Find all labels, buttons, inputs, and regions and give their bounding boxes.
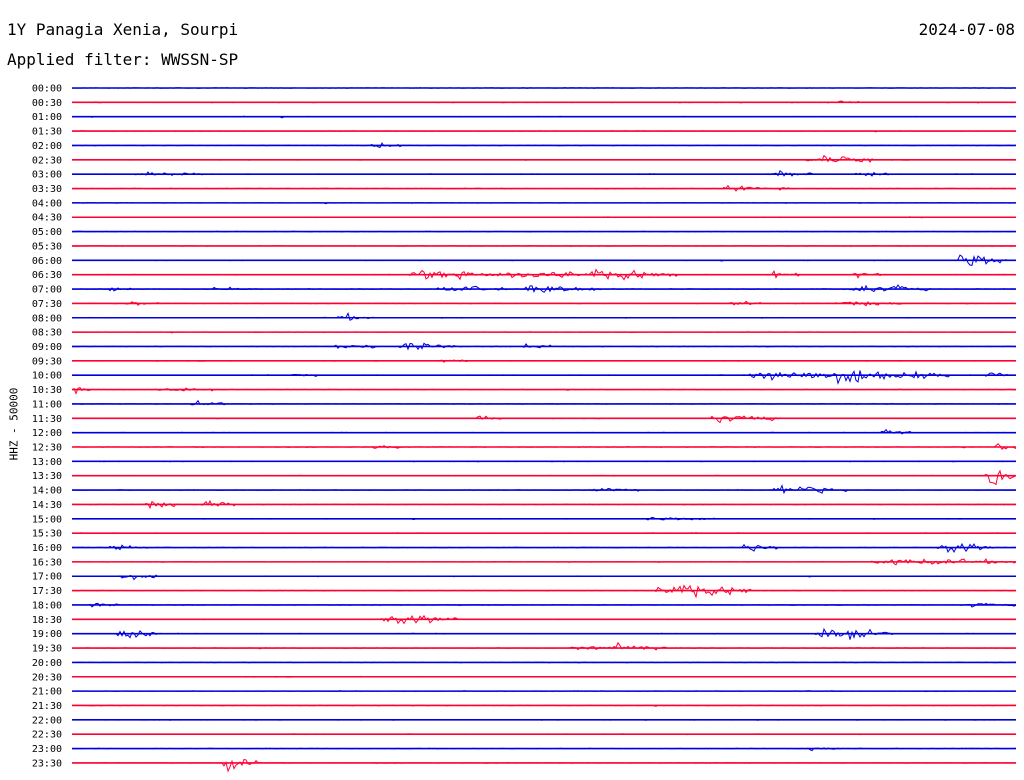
trace-row-1030 (71, 387, 1017, 395)
trace-row-0230 (72, 154, 1017, 164)
time-label-0730: 07:30 (32, 299, 62, 310)
time-label-0530: 05:30 (32, 241, 62, 252)
seismic-traces (71, 87, 1017, 773)
time-axis-labels: 00:00 00:30 01:00 01:30 02:00 02:30 03:00 03:30… (32, 84, 62, 770)
time-label-0700: 07:00 (32, 285, 62, 296)
time-label-0300: 03:00 (32, 170, 62, 181)
time-label-0800: 08:00 (32, 313, 62, 324)
trace-row-1330 (71, 469, 1017, 486)
time-label-1000: 10:00 (32, 371, 62, 382)
time-label-2200: 22:00 (32, 715, 62, 726)
time-label-2300: 23:00 (32, 744, 62, 755)
trace-row-2330 (71, 758, 1017, 773)
trace-row-1130 (71, 415, 1017, 424)
time-label-0030: 00:30 (32, 98, 62, 109)
time-label-1530: 15:30 (32, 529, 62, 540)
time-label-1030: 10:30 (32, 385, 62, 396)
time-label-1800: 18:00 (32, 600, 62, 611)
time-label-0430: 04:30 (32, 213, 62, 224)
time-label-2030: 20:30 (32, 672, 62, 683)
time-label-2330: 23:30 (32, 758, 62, 769)
time-label-2000: 20:00 (32, 658, 62, 669)
time-label-0200: 02:00 (32, 141, 62, 152)
time-label-1500: 15:00 (32, 514, 62, 525)
time-label-1430: 14:30 (32, 500, 62, 511)
time-label-0400: 04:00 (32, 198, 62, 209)
time-label-1400: 14:00 (32, 486, 62, 497)
time-label-0900: 09:00 (32, 342, 62, 353)
time-label-0130: 01:30 (32, 127, 62, 138)
time-label-0230: 02:30 (32, 155, 62, 166)
trace-row-0800 (71, 312, 1017, 321)
station-title: 1Y Panagia Xenia, Sourpi (7, 20, 239, 39)
time-label-1700: 17:00 (32, 572, 62, 583)
time-label-1300: 13:00 (32, 457, 62, 468)
time-label-0630: 06:30 (32, 270, 62, 281)
time-label-1900: 19:00 (32, 629, 62, 640)
time-label-1830: 18:30 (32, 615, 62, 626)
time-label-0830: 08:30 (32, 328, 62, 339)
time-label-1600: 16:00 (32, 543, 62, 554)
date-label: 2024-07-08 (918, 20, 1015, 39)
trace-row-1000 (71, 370, 1017, 385)
time-label-0600: 06:00 (32, 256, 62, 267)
time-label-0000: 00:00 (32, 84, 62, 95)
time-label-2230: 22:30 (32, 730, 62, 741)
trace-row-0700 (72, 284, 1017, 293)
time-label-0930: 09:30 (32, 356, 62, 367)
time-label-0500: 05:00 (32, 227, 62, 238)
time-label-1330: 13:30 (32, 471, 62, 482)
time-label-0100: 01:00 (32, 112, 62, 123)
time-label-1730: 17:30 (32, 586, 62, 597)
time-label-2130: 21:30 (32, 701, 62, 712)
time-label-2100: 21:00 (32, 687, 62, 698)
time-label-1230: 12:30 (32, 443, 62, 454)
time-label-1930: 19:30 (32, 644, 62, 655)
time-label-1130: 11:30 (32, 414, 62, 425)
time-label-1200: 12:00 (32, 428, 62, 439)
time-label-1630: 16:30 (32, 557, 62, 568)
filter-label: Applied filter: WWSSN-SP (7, 50, 239, 69)
time-label-1100: 11:00 (32, 399, 62, 410)
time-label-0330: 03:30 (32, 184, 62, 195)
